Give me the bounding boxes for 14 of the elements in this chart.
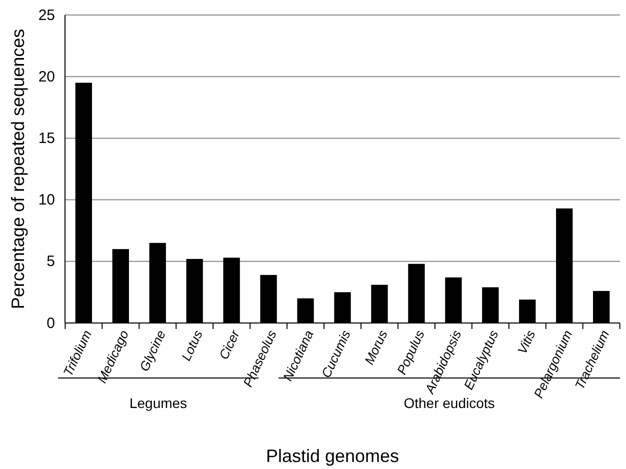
y-tick-label: 20 (38, 68, 55, 86)
y-axis-title: Percentage of repeated sequences (8, 28, 28, 310)
y-tick-label: 10 (38, 192, 55, 209)
y-tick-label: 0 (46, 314, 55, 332)
y-tick-label: 25 (38, 6, 55, 24)
x-tick-label: Lotus (178, 327, 206, 364)
text: Legumes (129, 395, 188, 411)
y-tick-label: 15 (38, 130, 55, 147)
x-tick-label: Morus (361, 327, 391, 367)
x-axis-title: Plastid genomes (266, 446, 400, 466)
x-tick-label: Cicer (216, 327, 243, 362)
x-tick-label: Vitis (514, 327, 538, 356)
text: Other eudicots (404, 395, 495, 411)
y-tick-label: 5 (46, 253, 55, 270)
